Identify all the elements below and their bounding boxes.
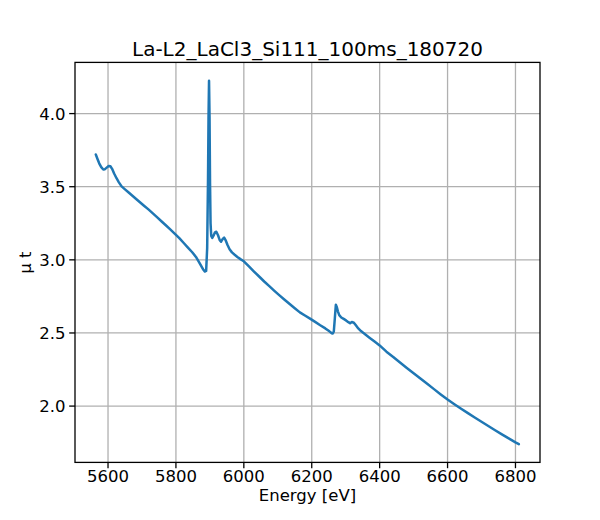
- y-tick-label: 4.0: [39, 105, 65, 124]
- chart-title: La-L2_LaCl3_Si111_100ms_180720: [132, 37, 483, 61]
- x-tick-label: 6400: [359, 467, 401, 486]
- grid: [75, 62, 540, 462]
- x-tick-label: 6800: [494, 467, 536, 486]
- y-tick-label: 3.0: [39, 251, 65, 270]
- x-tick-label: 6000: [223, 467, 265, 486]
- plot-area: [75, 62, 540, 462]
- x-tick-label: 6200: [291, 467, 333, 486]
- y-axis-label: μ t: [16, 251, 35, 274]
- y-tick-label: 3.5: [39, 178, 65, 197]
- x-axis-ticks: 5600 5800 6000 6200 6400 6600 6800: [87, 462, 536, 486]
- x-tick-label: 5800: [155, 467, 197, 486]
- spectrum-line: [96, 81, 519, 444]
- x-axis-label: Energy [eV]: [259, 486, 356, 505]
- figure: 5600 5800 6000 6200 6400 6600 6800 2.0 2.5 3.0 3.…: [0, 0, 600, 520]
- y-axis-ticks: 2.0 2.5 3.0 3.5 4.0: [39, 105, 75, 417]
- y-tick-label: 2.5: [39, 324, 65, 343]
- chart-canvas: 5600 5800 6000 6200 6400 6600 6800 2.0 2.5 3.0 3.…: [0, 0, 600, 520]
- y-tick-label: 2.0: [39, 397, 65, 416]
- x-tick-label: 5600: [87, 467, 129, 486]
- x-tick-label: 6600: [427, 467, 469, 486]
